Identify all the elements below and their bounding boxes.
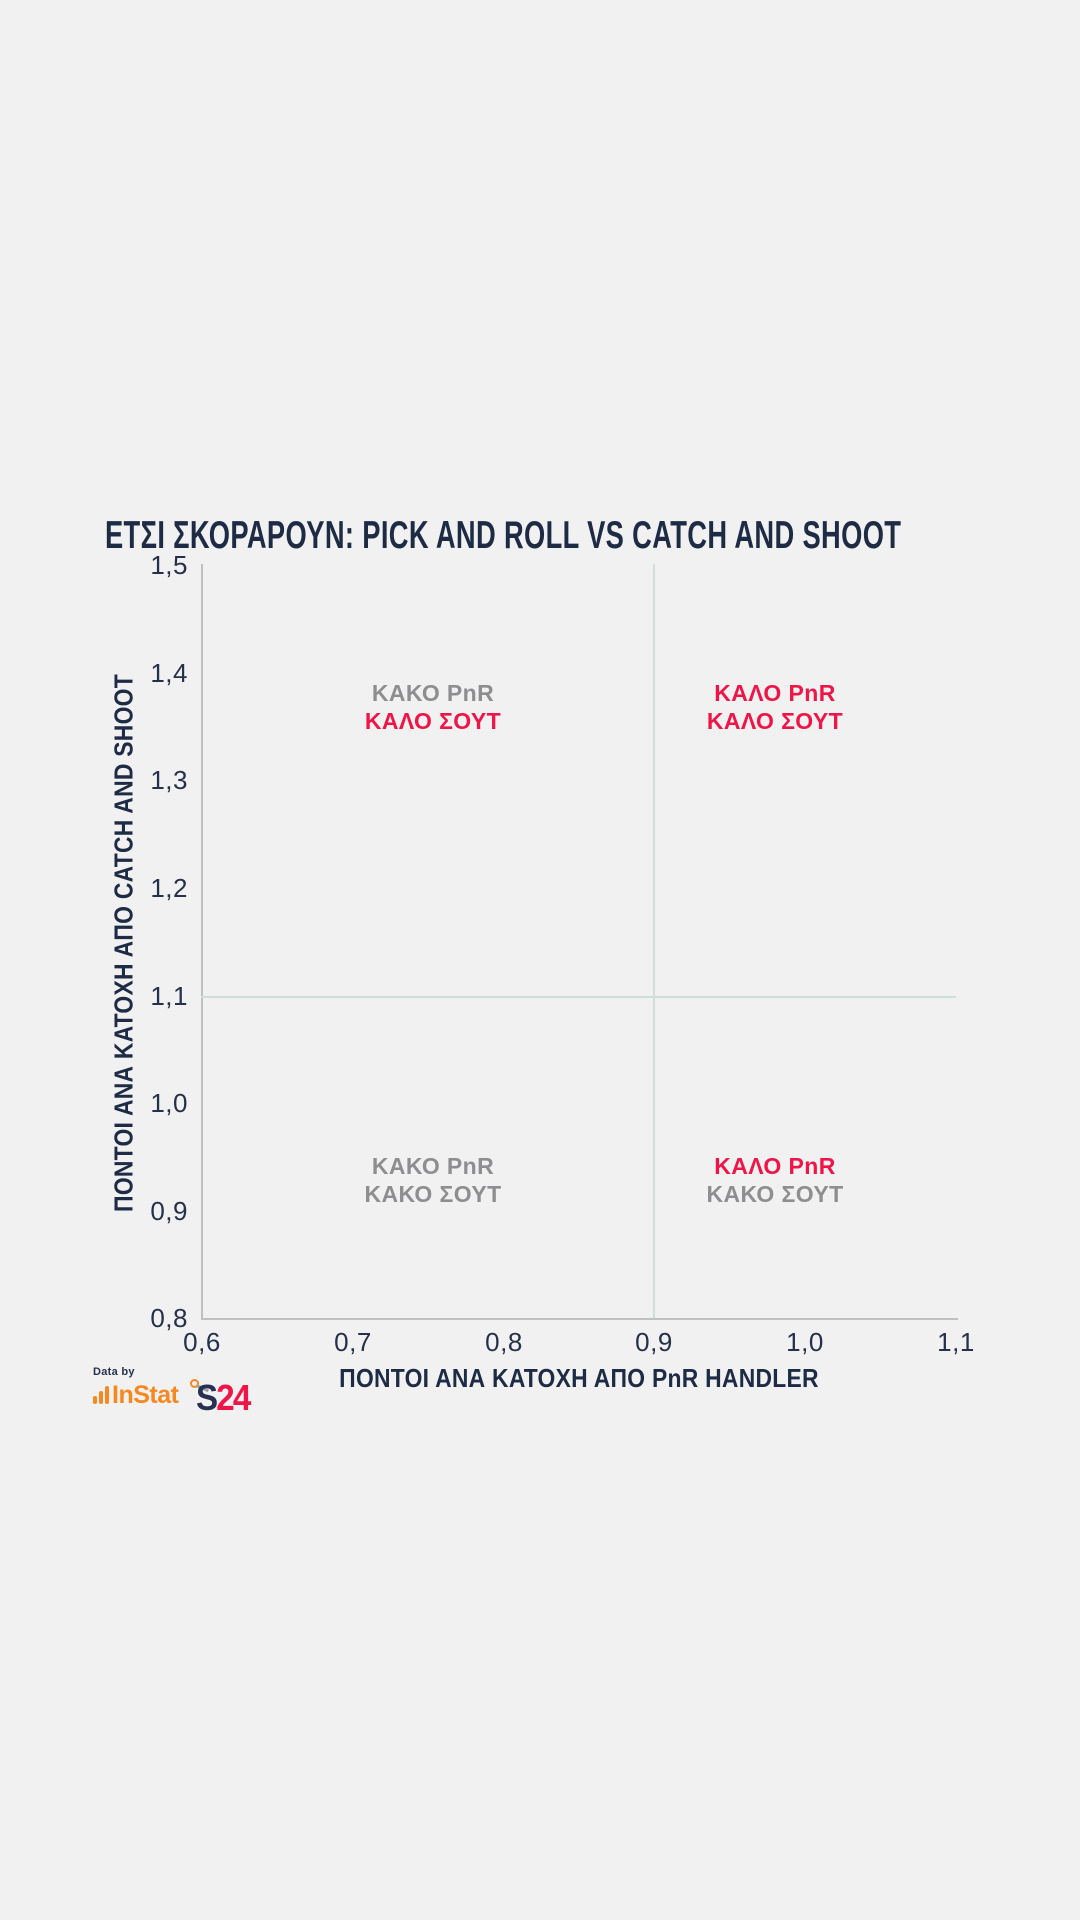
- sport24-logo: S24: [196, 1377, 251, 1419]
- y-tick-label: 1,4: [150, 658, 188, 688]
- quadrant-label-top-right: ΚΑΛΟ PnR ΚΑΛΟ ΣΟΥΤ: [595, 679, 955, 735]
- x-tick-label: 0,9: [635, 1327, 673, 1357]
- sport24-logo-s: S: [196, 1377, 218, 1418]
- y-tick-label: 1,3: [150, 765, 188, 795]
- x-tick-label: 1,0: [786, 1327, 824, 1357]
- quadrant-line: ΚΑΛΟ PnR: [714, 680, 836, 706]
- x-axis-title: ΠΟΝΤΟΙ ΑΝΑ ΚΑΤΟΧΗ ΑΠΟ PnR HANDLER: [339, 1363, 819, 1393]
- page-title-emphasis: ΕΤΣΙ ΣΚΟΡΑΡΟΥΝ:: [105, 514, 355, 557]
- x-tick-label: 0,6: [183, 1327, 221, 1357]
- y-tick-label: 1,0: [150, 1088, 188, 1118]
- quadrant-label-bottom-left: ΚΑΚΟ PnR ΚΑΚΟ ΣΟΥΤ: [253, 1152, 613, 1208]
- y-tick-label: 0,9: [150, 1196, 188, 1226]
- vertical-reference-line: [653, 564, 655, 1318]
- page-title-rest: PICK AND ROLL VS CATCH AND SHOOT: [354, 514, 902, 557]
- quadrant-label-top-left: ΚΑΚΟ PnR ΚΑΛΟ ΣΟΥΤ: [253, 679, 613, 735]
- sport24-logo-24: 24: [216, 1377, 251, 1418]
- y-axis-line: [201, 564, 203, 1320]
- x-axis-line: [201, 1318, 958, 1320]
- y-tick-label: 0,8: [150, 1303, 188, 1333]
- data-by-label: Data by: [93, 1366, 135, 1378]
- horizontal-reference-line: [201, 996, 956, 998]
- x-tick-label: 1,1: [937, 1327, 975, 1357]
- quadrant-line: ΚΑΛΟ PnR: [714, 1153, 836, 1179]
- quadrant-line: ΚΑΛΟ ΣΟΥΤ: [364, 708, 502, 734]
- instat-trademark-icon: [190, 1379, 199, 1388]
- x-tick-label: 0,7: [334, 1327, 372, 1357]
- quadrant-line: ΚΑΚΟ PnR: [371, 1153, 495, 1179]
- quadrant-label-bottom-right: ΚΑΛΟ PnR ΚΑΚΟ ΣΟΥΤ: [595, 1152, 955, 1208]
- y-tick-label: 1,1: [150, 981, 188, 1011]
- y-tick-label: 1,2: [150, 873, 188, 903]
- instat-wordmark: InStat: [112, 1381, 179, 1409]
- y-axis-title: ΠΟΝΤΟΙ ΑΝΑ ΚΑΤΟΧΗ ΑΠΟ CATCH AND SHOOT: [108, 674, 139, 1212]
- quadrant-line: ΚΑΛΟ ΣΟΥΤ: [706, 708, 844, 734]
- y-tick-label: 1,5: [150, 550, 188, 580]
- quadrant-line: ΚΑΚΟ ΣΟΥΤ: [364, 1181, 502, 1207]
- instat-bars-icon: [93, 1386, 109, 1404]
- quadrant-line: ΚΑΚΟ PnR: [371, 680, 495, 706]
- page-title: ΕΤΣΙ ΣΚΟΡΑΡΟΥΝ: PICK AND ROLL VS CATCH A…: [105, 514, 901, 558]
- quadrant-line: ΚΑΚΟ ΣΟΥΤ: [706, 1181, 844, 1207]
- x-tick-label: 0,8: [485, 1327, 523, 1357]
